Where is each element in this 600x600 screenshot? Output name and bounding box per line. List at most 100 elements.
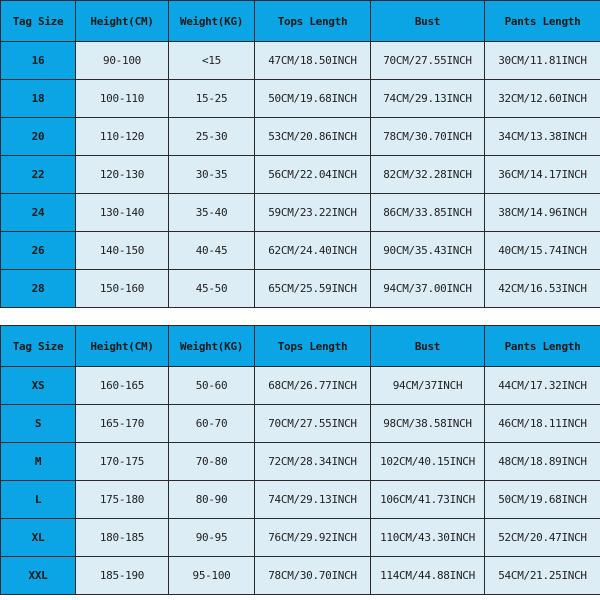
tag-size-cell: 28 xyxy=(0,269,76,308)
table-cell: 150-160 xyxy=(75,269,169,308)
table-cell: 53CM/20.86INCH xyxy=(254,117,371,156)
table-cell: 36CM/14.17INCH xyxy=(484,155,600,194)
table-cell: 102CM/40.15INCH xyxy=(370,442,485,481)
table-cell: 38CM/14.96INCH xyxy=(484,193,600,232)
column-header: Tag Size xyxy=(0,325,76,367)
column-header: Tag Size xyxy=(0,0,76,42)
table-cell: 25-30 xyxy=(168,117,255,156)
column-header: Tops Length xyxy=(254,0,371,42)
table-cell: 110CM/43.30INCH xyxy=(370,518,485,557)
table-cell: 54CM/21.25INCH xyxy=(484,556,600,595)
table-cell: 106CM/41.73INCH xyxy=(370,480,485,519)
table-cell: 70CM/27.55INCH xyxy=(254,404,371,443)
table-row: XXL 185-190 95-100 78CM/30.70INCH 114CM/44.8… xyxy=(0,556,600,595)
table-cell: 80-90 xyxy=(168,480,255,519)
table-row: XL 180-185 90-95 76CM/29.92INCH 110CM/43.30I… xyxy=(0,518,600,557)
table-cell: 59CM/23.22INCH xyxy=(254,193,371,232)
table-row: 18 100-110 15-25 50CM/19.68INCH 74CM/29.13IN… xyxy=(0,79,600,118)
table-cell: 82CM/32.28INCH xyxy=(370,155,485,194)
header-row: Tag Size Height(CM) Weight(KG) Tops Length B… xyxy=(0,325,600,367)
adult-size-table: Tag Size Height(CM) Weight(KG) Tops Length B… xyxy=(0,325,600,595)
tag-size-cell: 16 xyxy=(0,41,76,80)
table-cell: 50CM/19.68INCH xyxy=(254,79,371,118)
table-cell: 15-25 xyxy=(168,79,255,118)
table-cell: 32CM/12.60INCH xyxy=(484,79,600,118)
kids-size-table: Tag Size Height(CM) Weight(KG) Tops Length B… xyxy=(0,0,600,308)
table-cell: 78CM/30.70INCH xyxy=(254,556,371,595)
table-cell: 44CM/17.32INCH xyxy=(484,366,600,405)
table-cell: 185-190 xyxy=(75,556,169,595)
table-cell: 70-80 xyxy=(168,442,255,481)
table-cell: 65CM/25.59INCH xyxy=(254,269,371,308)
table-cell: 78CM/30.70INCH xyxy=(370,117,485,156)
table-cell: 180-185 xyxy=(75,518,169,557)
tag-size-cell: 22 xyxy=(0,155,76,194)
tag-size-cell: XS xyxy=(0,366,76,405)
table-cell: 94CM/37INCH xyxy=(370,366,485,405)
table-cell: 90-100 xyxy=(75,41,169,80)
table-cell: 130-140 xyxy=(75,193,169,232)
table-cell: 47CM/18.50INCH xyxy=(254,41,371,80)
table-cell: 46CM/18.11INCH xyxy=(484,404,600,443)
tag-size-cell: XL xyxy=(0,518,76,557)
table-cell: 74CM/29.13INCH xyxy=(370,79,485,118)
table-cell: 114CM/44.88INCH xyxy=(370,556,485,595)
table-row: S 165-170 60-70 70CM/27.55INCH 98CM/38.58INC… xyxy=(0,404,600,443)
column-header: Bust xyxy=(370,325,485,367)
table-cell: 170-175 xyxy=(75,442,169,481)
tag-size-cell: 18 xyxy=(0,79,76,118)
table-cell: 68CM/26.77INCH xyxy=(254,366,371,405)
column-header: Bust xyxy=(370,0,485,42)
table-cell: 90CM/35.43INCH xyxy=(370,231,485,270)
table-cell: 30-35 xyxy=(168,155,255,194)
table-row: 28 150-160 45-50 65CM/25.59INCH 94CM/37.00IN… xyxy=(0,269,600,308)
tag-size-cell: L xyxy=(0,480,76,519)
table-cell: 90-95 xyxy=(168,518,255,557)
table-cell: 76CM/29.92INCH xyxy=(254,518,371,557)
table-cell: 100-110 xyxy=(75,79,169,118)
table-gap xyxy=(0,310,600,325)
table-cell: 48CM/18.89INCH xyxy=(484,442,600,481)
table-cell: 110-120 xyxy=(75,117,169,156)
table-row: XS 160-165 50-60 68CM/26.77INCH 94CM/37INCH 4… xyxy=(0,366,600,405)
column-header: Pants Length xyxy=(484,325,600,367)
table-cell: <15 xyxy=(168,41,255,80)
tag-size-cell: 24 xyxy=(0,193,76,232)
column-header: Weight(KG) xyxy=(168,325,255,367)
column-header: Weight(KG) xyxy=(168,0,255,42)
table-cell: 175-180 xyxy=(75,480,169,519)
column-header: Height(CM) xyxy=(75,325,169,367)
table-cell: 45-50 xyxy=(168,269,255,308)
table-row: 26 140-150 40-45 62CM/24.40INCH 90CM/35.43IN… xyxy=(0,231,600,270)
table-row: 24 130-140 35-40 59CM/23.22INCH 86CM/33.85IN… xyxy=(0,193,600,232)
table-cell: 52CM/20.47INCH xyxy=(484,518,600,557)
table-cell: 42CM/16.53INCH xyxy=(484,269,600,308)
tag-size-cell: M xyxy=(0,442,76,481)
table-cell: 40-45 xyxy=(168,231,255,270)
table-cell: 70CM/27.55INCH xyxy=(370,41,485,80)
table-cell: 35-40 xyxy=(168,193,255,232)
tag-size-cell: XXL xyxy=(0,556,76,595)
table-row: M 170-175 70-80 72CM/28.34INCH 102CM/40.15IN… xyxy=(0,442,600,481)
table-cell: 165-170 xyxy=(75,404,169,443)
table-cell: 40CM/15.74INCH xyxy=(484,231,600,270)
table-cell: 30CM/11.81INCH xyxy=(484,41,600,80)
column-header: Height(CM) xyxy=(75,0,169,42)
table-cell: 160-165 xyxy=(75,366,169,405)
table-row: L 175-180 80-90 74CM/29.13INCH 106CM/41.73IN… xyxy=(0,480,600,519)
column-header: Tops Length xyxy=(254,325,371,367)
table-cell: 50-60 xyxy=(168,366,255,405)
table-cell: 120-130 xyxy=(75,155,169,194)
table-cell: 74CM/29.13INCH xyxy=(254,480,371,519)
table-cell: 56CM/22.04INCH xyxy=(254,155,371,194)
table-cell: 62CM/24.40INCH xyxy=(254,231,371,270)
tag-size-cell: S xyxy=(0,404,76,443)
table-cell: 34CM/13.38INCH xyxy=(484,117,600,156)
table-cell: 98CM/38.58INCH xyxy=(370,404,485,443)
table-row: 22 120-130 30-35 56CM/22.04INCH 82CM/32.28IN… xyxy=(0,155,600,194)
table-cell: 60-70 xyxy=(168,404,255,443)
table-cell: 72CM/28.34INCH xyxy=(254,442,371,481)
header-row: Tag Size Height(CM) Weight(KG) Tops Length B… xyxy=(0,0,600,42)
table-row: 16 90-100 <15 47CM/18.50INCH 70CM/27.55INCH 3… xyxy=(0,41,600,80)
column-header: Pants Length xyxy=(484,0,600,42)
